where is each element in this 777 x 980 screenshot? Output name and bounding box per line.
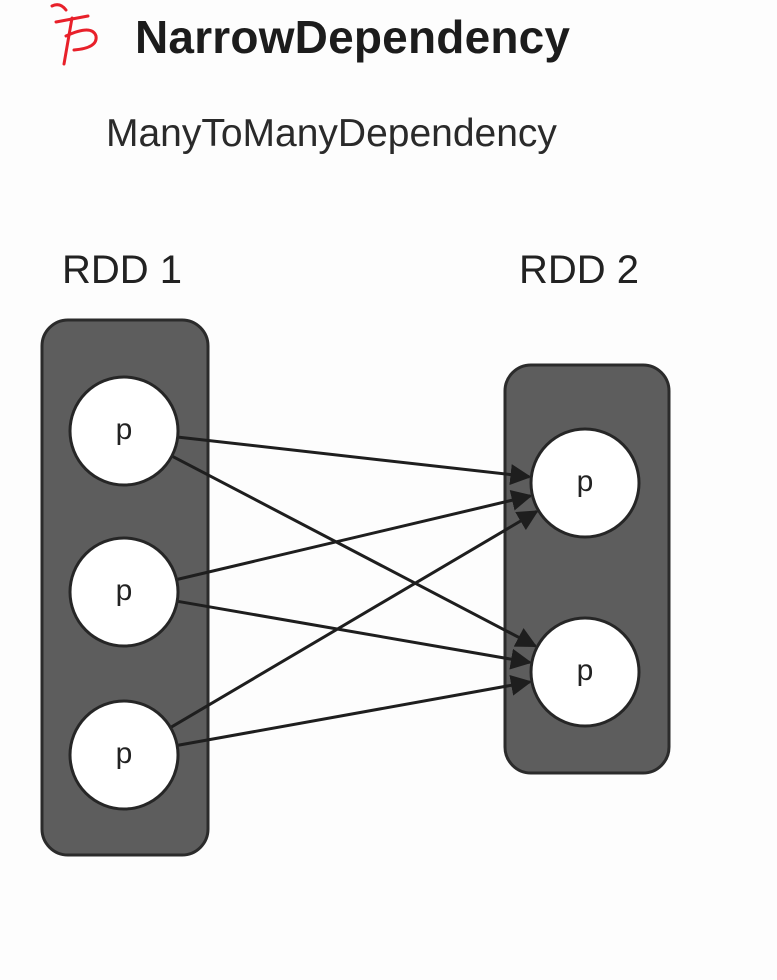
- page-title: NarrowDependency: [135, 11, 571, 63]
- handwritten-annotation: [50, 3, 98, 66]
- rdd2-partition-label: p: [577, 654, 594, 687]
- dependency-arrow-1-to-1: [173, 435, 532, 486]
- rdd1-partitions: p p p: [68, 375, 180, 811]
- page-subtitle: ManyToManyDependency: [106, 112, 557, 155]
- dependency-arrow-3-to-2: [172, 674, 532, 748]
- rdd2-label: RDD 2: [519, 248, 640, 292]
- rdd1-label: RDD 1: [62, 248, 183, 292]
- dependency-edges: [166, 435, 539, 748]
- rdd1-partition-label: p: [116, 574, 133, 607]
- dependency-arrow-1-to-2: [167, 452, 538, 648]
- dependency-arrow-2-to-2: [173, 599, 532, 670]
- rdd2-partition-circle: [529, 616, 641, 728]
- rdd1-partition-1: p: [68, 375, 180, 487]
- rdd2-partition-label: p: [577, 465, 594, 498]
- rdd2-partition-circle: [529, 427, 641, 539]
- rdd2-partitions: pp: [529, 427, 641, 728]
- rdd1-partition-circle: [68, 375, 180, 487]
- rdd1-partition-label: p: [116, 737, 133, 770]
- rdd1-partition-3: p: [68, 699, 180, 811]
- dependency-arrow-2-to-1: [172, 490, 533, 582]
- rdd1-partition-circle: [68, 536, 180, 648]
- dependency-arrow-3-to-1: [166, 510, 539, 731]
- rdd2-partition-2: p: [529, 616, 641, 728]
- rdd1-partition-circle: [68, 699, 180, 811]
- rdd1-partition-label: p: [116, 413, 133, 446]
- rdd2-partition-1: p: [529, 427, 641, 539]
- rdd1-partition-2: p: [68, 536, 180, 648]
